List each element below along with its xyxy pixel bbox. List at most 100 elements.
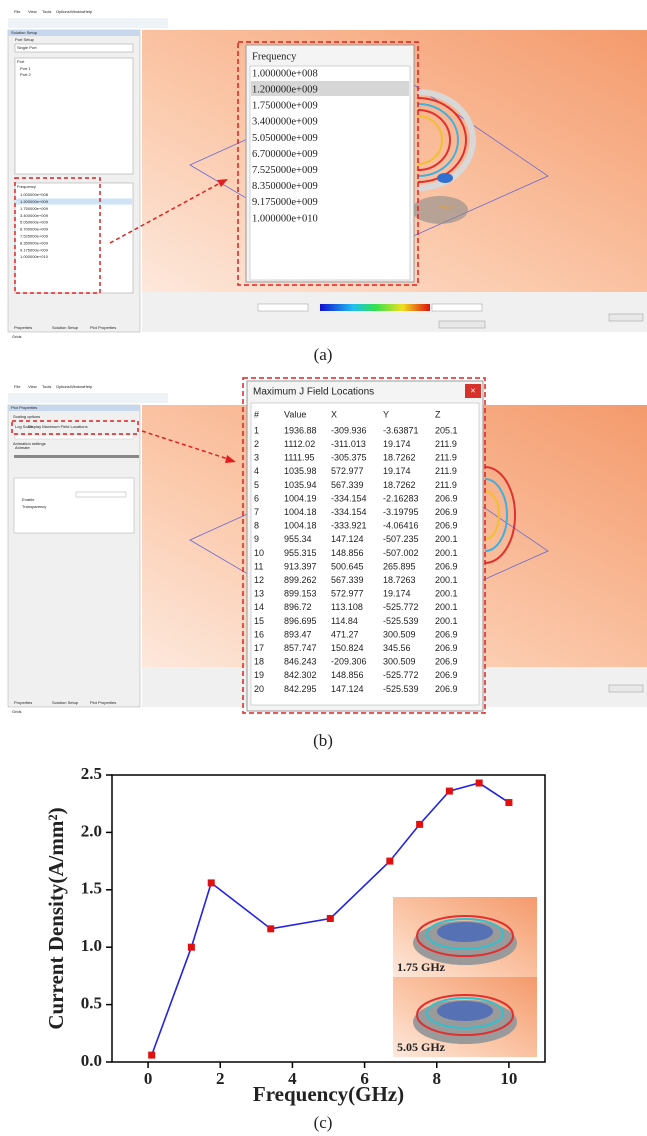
sidebar-title: Plot Properties <box>11 405 37 410</box>
table-cell: 206.9 <box>435 507 458 517</box>
menu-item: Window <box>70 9 84 14</box>
frequency-item: 9.175000e+009 <box>20 247 49 252</box>
table-cell: 200.1 <box>435 589 458 599</box>
table-cell: 19.174 <box>383 589 411 599</box>
close-icon[interactable]: × <box>470 385 475 395</box>
line <box>150 782 510 1056</box>
tab: Plot Properties <box>90 325 116 330</box>
table-cell: 12 <box>254 575 264 585</box>
x-axis-label: Frequency(GHz) <box>253 1082 404 1106</box>
inset-coil <box>426 918 504 950</box>
field[interactable] <box>14 434 134 440</box>
y-tick-label: 1.0 <box>81 936 102 955</box>
menu-item: View <box>28 384 37 389</box>
screenshot-a: File View Tools Options Window Help Solution S… <box>0 0 647 340</box>
table-cell: -4.06416 <box>383 521 419 531</box>
button[interactable] <box>438 320 486 329</box>
table-cell: 7 <box>254 507 259 517</box>
table-cell: 2 <box>254 439 259 449</box>
table-cell: -3.63871 <box>383 425 419 435</box>
table-cell: 20 <box>254 684 264 694</box>
frequency-item: 1.200000e+009 <box>252 85 318 96</box>
marker <box>445 787 453 795</box>
table-cell: 265.895 <box>383 561 416 571</box>
inset-coil <box>416 915 514 957</box>
tab: Properties <box>14 325 32 330</box>
list-header: Frequency <box>17 184 36 189</box>
option: Enable <box>22 497 35 502</box>
table-cell: 147.124 <box>331 684 364 694</box>
arrow-head <box>225 455 236 463</box>
highlight-box <box>11 420 139 435</box>
table-cell: 17 <box>254 643 264 653</box>
dropdown[interactable] <box>14 43 134 53</box>
table-cell: 200.1 <box>435 548 458 558</box>
frequency-item: 3.400000e+009 <box>252 117 318 128</box>
frequency-item: 1.750000e+009 <box>252 101 318 112</box>
button[interactable] <box>608 313 644 322</box>
table-cell: 206.9 <box>435 493 458 503</box>
option: Log Scale <box>15 424 34 429</box>
sidebar <box>7 404 141 708</box>
table-cell: 211.9 <box>435 453 457 463</box>
column-header: Value <box>284 409 306 419</box>
table-cell: 1111.95 <box>284 453 315 463</box>
port-item: Port 2 <box>20 72 31 77</box>
menu-item: View <box>28 9 37 14</box>
arrow <box>141 430 229 460</box>
table-cell: 18.7262 <box>383 453 416 463</box>
min-box <box>257 303 309 312</box>
frequency-item: 1.000000e+010 <box>252 213 318 224</box>
x-tick-label: 2 <box>216 1069 225 1088</box>
popup-title: Frequency <box>252 51 297 62</box>
option: Animation settings <box>13 441 46 446</box>
table-cell: 11 <box>254 561 263 571</box>
table-cell: 200.1 <box>435 602 458 612</box>
port-list <box>14 57 134 175</box>
arrow-head <box>217 179 228 187</box>
spinbox[interactable] <box>75 491 127 498</box>
toolbar <box>8 18 168 28</box>
table-cell: -525.539 <box>383 616 419 626</box>
table-cell: 913.397 <box>284 561 317 571</box>
label: Port Setup <box>15 37 35 42</box>
table-cell: 345.56 <box>383 643 411 653</box>
table-cell: 300.509 <box>383 657 416 667</box>
highlight-box <box>237 41 419 286</box>
table-cell: 5 <box>254 480 259 490</box>
frequency-item: 1.000000e+010 <box>20 254 49 259</box>
arrow <box>109 181 223 244</box>
close-button[interactable] <box>465 384 481 398</box>
marker <box>326 915 334 922</box>
table-cell: 896.72 <box>284 602 312 612</box>
menu-item: Tools <box>42 384 51 389</box>
table-cell: -507.235 <box>383 534 419 544</box>
status: Grids <box>12 709 22 714</box>
table-cell: -311.013 <box>331 439 366 449</box>
frequency-item: 6.700000e+009 <box>252 149 318 160</box>
table-cell: 896.695 <box>284 616 317 626</box>
marker <box>416 820 424 828</box>
frequency-item: 1.750000e+009 <box>20 206 49 211</box>
table-cell: 18.7263 <box>383 575 416 585</box>
table-cell: 206.9 <box>435 521 458 531</box>
frequency-item: 1.000000e+008 <box>252 68 318 79</box>
table-cell: 206.9 <box>435 657 458 667</box>
inset-coil <box>437 1001 493 1021</box>
sidebar-title: Solution Setup <box>11 30 38 35</box>
table-cell: 150.824 <box>331 643 364 653</box>
slider[interactable] <box>14 455 139 458</box>
table-cell: 955.34 <box>284 534 312 544</box>
option: Display Maximum Field Locations <box>28 424 88 429</box>
option: Scaling options <box>13 414 40 419</box>
button[interactable] <box>608 684 644 693</box>
caption: (c) <box>314 1113 333 1132</box>
column-header: Z <box>435 409 441 419</box>
table-cell: 14 <box>254 602 264 612</box>
table-cell: 3 <box>254 453 259 463</box>
highlight-box <box>14 177 101 294</box>
table-cell: -507.002 <box>383 548 419 558</box>
popup-list <box>249 65 411 281</box>
table-cell: 15 <box>254 616 264 626</box>
selection <box>251 81 409 96</box>
